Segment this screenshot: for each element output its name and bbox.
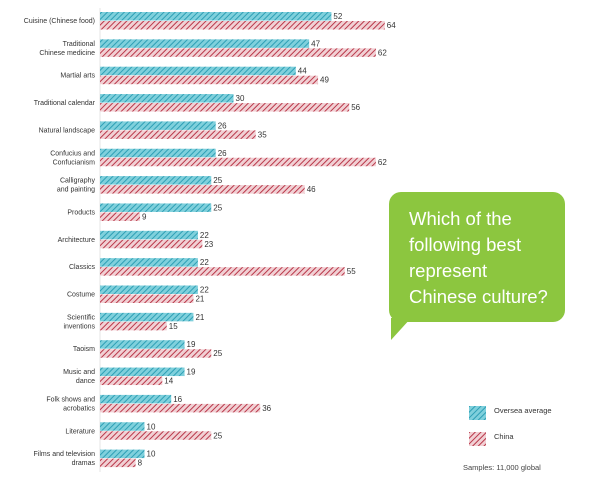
category-label: Films and television dramas [34,451,96,467]
bar-china [100,75,319,85]
category-label: Music and dance [63,369,95,385]
value-label-oversea: 21 [195,313,204,322]
category-label: Martial arts [60,73,95,80]
legend-item-oversea: Oversea average [469,404,594,430]
value-label-china: 49 [320,76,329,85]
value-label-oversea: 22 [200,231,209,240]
question-callout: Which of the following best represent Ch… [389,192,565,322]
bar-china [100,431,212,440]
category-label: Confucius and Confucianism [50,150,95,166]
legend: Oversea average China [469,404,594,456]
value-label-china: 62 [378,48,387,57]
value-label-china: 36 [262,404,271,413]
bar-oversea [100,12,332,21]
category-label: Architecture [58,237,95,244]
legend-swatch-china [469,432,486,446]
value-label-china: 25 [213,431,222,440]
value-label-oversea: 22 [200,286,209,295]
bar-oversea [100,312,194,322]
bar-oversea [100,121,216,130]
category-label: Traditional calendar [34,100,96,107]
value-label-china: 9 [142,212,147,221]
category-label: Classics [69,264,96,271]
value-label-china: 64 [387,21,396,30]
value-label-oversea: 19 [187,340,196,349]
value-label-oversea: 10 [147,450,156,459]
bar-china [100,130,256,139]
value-label-china: 15 [169,322,178,331]
value-label-oversea: 25 [213,203,222,212]
value-label-china: 8 [138,459,143,468]
samples-note: Samples: 11,000 global [463,463,541,472]
bar-oversea [100,367,185,377]
bar-oversea [100,258,198,267]
bar-china [100,185,305,194]
bar-oversea [100,66,296,76]
value-label-china: 55 [347,267,356,276]
bars-layer: Cuisine (Chinese food) 52 64 Traditional Chi… [24,12,396,468]
category-label: Calligraphy and painting [57,178,96,194]
bar-oversea [100,148,216,158]
value-label-oversea: 26 [218,121,227,130]
category-label: Cuisine (Chinese food) [24,18,95,25]
value-label-oversea: 22 [200,258,209,267]
category-label: Scientific inventions [63,314,95,330]
legend-swatch-oversea [469,406,486,420]
value-label-oversea: 25 [213,176,222,185]
value-label-china: 62 [378,158,387,167]
category-label: Traditional Chinese medicine [39,41,95,57]
bar-china [100,267,345,276]
callout-tail [391,318,411,340]
bar-china [100,103,350,112]
bar-oversea [100,340,185,349]
bar-china [100,212,141,221]
value-label-china: 35 [258,130,267,139]
bar-china [100,349,212,358]
bar-oversea [100,94,234,103]
value-label-china: 21 [195,295,204,304]
legend-label-china: China [494,432,514,441]
value-label-oversea: 26 [218,149,227,158]
value-label-oversea: 30 [236,94,245,103]
value-label-oversea: 44 [298,67,307,76]
bar-china [100,321,167,331]
bar-china [100,157,376,167]
bar-oversea [100,394,172,404]
category-label: Costume [67,292,95,299]
value-label-oversea: 52 [333,12,342,21]
value-label-oversea: 47 [311,39,320,48]
legend-label-oversea: Oversea average [494,406,552,415]
bar-china [100,458,136,468]
category-label: Products [67,209,95,216]
bar-oversea [100,39,310,48]
bar-china [100,294,194,303]
bar-china [100,376,163,386]
value-label-china: 46 [307,185,316,194]
bar-china [100,21,385,30]
bar-oversea [100,230,198,240]
value-label-oversea: 10 [147,422,156,431]
value-label-oversea: 16 [173,395,182,404]
bar-china [100,403,261,413]
bar-oversea [100,203,212,212]
category-label: Natural landscape [39,127,96,134]
bar-oversea [100,285,198,294]
value-label-china: 56 [351,103,360,112]
category-label: Taoism [73,346,95,353]
value-label-oversea: 19 [187,368,196,377]
bar-oversea [100,449,145,459]
value-label-china: 14 [164,377,173,386]
bar-oversea [100,422,145,431]
value-label-china: 25 [213,349,222,358]
category-label: Folk shows and acrobatics [46,396,95,412]
bar-china [100,239,203,249]
bar-china [100,48,376,57]
value-label-china: 23 [204,240,213,249]
bar-oversea [100,176,212,185]
category-label: Literature [65,428,95,435]
legend-item-china: China [469,430,594,456]
question-text: Which of the following best represent Ch… [409,208,548,307]
